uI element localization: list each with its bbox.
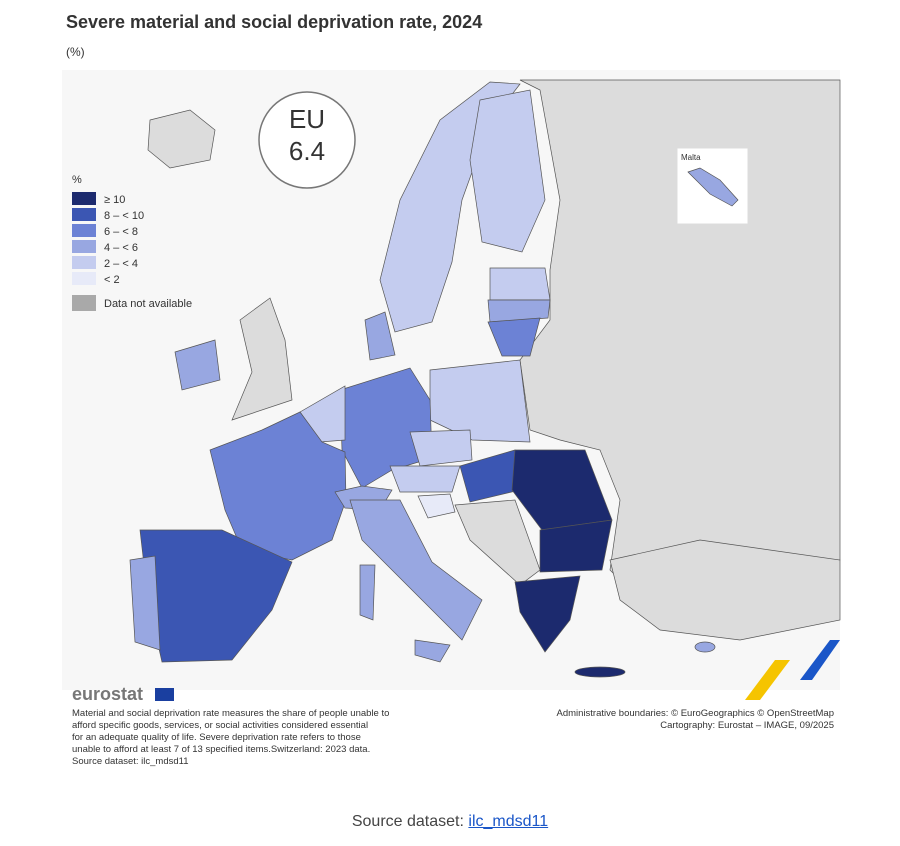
- country: [129, 555, 161, 651]
- eu-badge: [258, 91, 356, 189]
- country: [454, 499, 541, 586]
- decor: [800, 640, 840, 680]
- legend-item: < 2: [104, 274, 120, 286]
- legend-item: 4 – < 6: [104, 242, 138, 254]
- legend-item: 8 – < 10: [104, 210, 144, 222]
- legend-title: %: [72, 174, 82, 186]
- legend-item: 2 – < 4: [104, 258, 138, 270]
- logo: eurostat: [72, 684, 143, 704]
- country: [687, 167, 739, 207]
- map-figure: Severe material and social deprivation r…: [66, 12, 841, 767]
- source-link[interactable]: ilc_mdsd11: [468, 813, 549, 830]
- legend-swatch: [72, 192, 96, 205]
- country: [359, 564, 376, 621]
- eu-value: 6.4: [289, 136, 325, 166]
- country: [489, 267, 551, 301]
- map-unit: (%): [66, 45, 85, 59]
- eu-label: EU: [289, 104, 325, 134]
- country: [389, 465, 461, 493]
- attribution-line: Cartography: Eurostat – IMAGE, 09/2025: [660, 720, 834, 731]
- country: [469, 89, 546, 253]
- note-line: for an adequate quality of life. Severe …: [72, 732, 361, 743]
- eu-flag: [155, 688, 174, 701]
- country: [349, 499, 483, 641]
- country: [417, 493, 456, 519]
- legend-swatch: [72, 256, 96, 269]
- decor: [745, 660, 790, 700]
- note-line: Material and social deprivation rate mea…: [72, 708, 389, 719]
- note-line: afford specific goods, services, or soci…: [72, 720, 368, 731]
- country: [574, 666, 626, 678]
- legend-swatch: [72, 208, 96, 221]
- legend-swatch: [72, 224, 96, 237]
- country: [694, 641, 716, 653]
- legend-swatch: [72, 272, 96, 285]
- country: [231, 297, 293, 421]
- legend-item: 6 – < 8: [104, 226, 138, 238]
- country: [364, 311, 396, 361]
- source-label: Source dataset:: [351, 813, 464, 830]
- country: [147, 109, 216, 169]
- country: [414, 639, 451, 663]
- map-title: Severe material and social deprivation r…: [66, 12, 482, 32]
- country: [174, 339, 221, 391]
- legend-swatch: [72, 240, 96, 253]
- legend-item: ≥ 10: [104, 194, 125, 206]
- note-line: unable to afford at least 7 of 13 specif…: [72, 744, 370, 755]
- note-line: Source dataset: ilc_mdsd11: [72, 756, 189, 767]
- country: [409, 429, 473, 467]
- country: [514, 575, 581, 653]
- legend-swatch: [72, 295, 96, 311]
- attribution-line: Administrative boundaries: © EuroGeograp…: [557, 708, 835, 719]
- country: [539, 519, 613, 573]
- source-line: Source dataset: ilc_mdsd11: [0, 813, 900, 831]
- country: [609, 539, 841, 641]
- country: [487, 299, 551, 323]
- legend-item: Data not available: [104, 298, 192, 310]
- inset-label: Malta: [681, 153, 701, 162]
- country: [487, 317, 541, 357]
- map-countries: [129, 79, 841, 678]
